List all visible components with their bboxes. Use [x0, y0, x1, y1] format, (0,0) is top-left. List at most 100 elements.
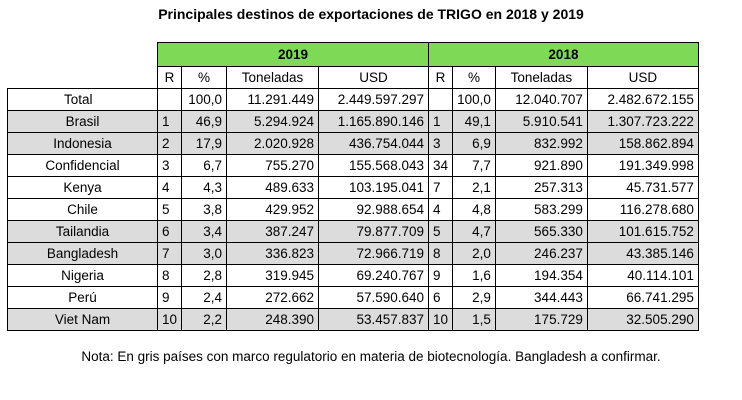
usd-2018: 116.278.680 [586, 198, 699, 221]
rank-2019: 5 [156, 198, 183, 221]
rank-2019: 6 [156, 220, 183, 243]
rank-2018: 6 [428, 286, 454, 309]
tons-2018: 246.237 [494, 242, 588, 265]
rank-2018: 8 [428, 242, 454, 265]
table-row: Tailandia 6 3,4 387.247 79.877.709 5 4,7 565.33… [7, 220, 699, 243]
empty-corner [8, 43, 158, 67]
tons-2019: 2.020.928 [226, 132, 320, 155]
total-tons-2019: 11.291.449 [226, 88, 320, 111]
usd-2019: 72.966.719 [318, 242, 430, 265]
total-row: Total 100,0 11.291.449 2.449.597.297 100… [7, 88, 699, 111]
page-title: Principales destinos de exportaciones de… [158, 6, 584, 22]
table-row: Perú 9 2,4 272.662 57.590.640 6 2,9 344.443 66.7… [7, 286, 699, 309]
pct-2018: 1,5 [452, 308, 496, 331]
country-name: Confidencial [7, 154, 158, 177]
pct-2018: 2,0 [452, 242, 496, 265]
tons-2018: 5.910.541 [494, 110, 588, 133]
col-header-pct-2019: % [181, 66, 228, 89]
exports-table: 2019 2018 R % Toneladas USD R % Tonelada… [7, 42, 699, 331]
tons-2018: 583.299 [494, 198, 588, 221]
col-header-pct-2018: % [452, 66, 496, 89]
tons-2019: 5.294.924 [226, 110, 320, 133]
usd-2019: 79.877.709 [318, 220, 430, 243]
col-header-rank-2018: R [428, 66, 454, 89]
table-row: Chile 5 3,8 429.952 92.988.654 4 4,8 583.299 116… [7, 198, 699, 221]
tons-2018: 194.354 [494, 264, 588, 287]
col-header-rank-2019: R [156, 66, 183, 89]
country-name: Kenya [7, 176, 158, 199]
country-name: Perú [7, 286, 158, 309]
rank-2019: 9 [156, 286, 183, 309]
rank-2018: 5 [428, 220, 454, 243]
table-row: Indonesia 2 17,9 2.020.928 436.754.044 3 6,9 83… [7, 132, 699, 155]
pct-2019: 46,9 [181, 110, 228, 133]
usd-2019: 1.165.890.146 [318, 110, 430, 133]
pct-2018: 2,9 [452, 286, 496, 309]
rank-2018: 34 [428, 154, 454, 177]
col-header-usd-2019: USD [318, 66, 430, 89]
table-row: Viet Nam 10 2,2 248.390 53.457.837 10 1,5 175.7… [7, 308, 699, 331]
total-usd-2018: 2.482.672.155 [586, 88, 699, 111]
pct-2018: 7,7 [452, 154, 496, 177]
total-label: Total [7, 88, 158, 111]
usd-2019: 92.988.654 [318, 198, 430, 221]
rank-2018: 7 [428, 176, 454, 199]
pct-2019: 3,8 [181, 198, 228, 221]
pct-2019: 2,8 [181, 264, 228, 287]
rank-2018: 10 [428, 308, 454, 331]
usd-2019: 103.195.041 [318, 176, 430, 199]
pct-2019: 6,7 [181, 154, 228, 177]
table-row: Confidencial 3 6,7 755.270 155.568.043 34 7,7 9… [7, 154, 699, 177]
total-rank-2018 [428, 88, 454, 111]
tons-2018: 257.313 [494, 176, 588, 199]
tons-2018: 832.992 [494, 132, 588, 155]
year-2018-header: 2018 [428, 42, 699, 67]
country-name: Indonesia [7, 132, 158, 155]
usd-2018: 43.385.146 [586, 242, 699, 265]
usd-2018: 191.349.998 [586, 154, 699, 177]
usd-2018: 32.505.290 [586, 308, 699, 331]
tons-2019: 319.945 [226, 264, 320, 287]
rank-2019: 3 [156, 154, 183, 177]
tons-2019: 336.823 [226, 242, 320, 265]
usd-2019: 53.457.837 [318, 308, 430, 331]
pct-2018: 2,1 [452, 176, 496, 199]
tons-2019: 272.662 [226, 286, 320, 309]
table-row: Bangladesh 7 3,0 336.823 72.966.719 8 2,0 246.2… [7, 242, 699, 265]
usd-2019: 57.590.640 [318, 286, 430, 309]
total-rank-2019 [156, 88, 183, 111]
total-tons-2018: 12.040.707 [494, 88, 588, 111]
total-pct-2018: 100,0 [452, 88, 496, 111]
tons-2018: 344.443 [494, 286, 588, 309]
usd-2019: 69.240.767 [318, 264, 430, 287]
tons-2018: 921.890 [494, 154, 588, 177]
country-name: Chile [7, 198, 158, 221]
usd-2018: 158.862.894 [586, 132, 699, 155]
pct-2019: 3,0 [181, 242, 228, 265]
pct-2019: 4,3 [181, 176, 228, 199]
usd-2018: 66.741.295 [586, 286, 699, 309]
pct-2018: 1,6 [452, 264, 496, 287]
country-name: Brasil [7, 110, 158, 133]
rank-2018: 9 [428, 264, 454, 287]
rank-2019: 2 [156, 132, 183, 155]
col-header-usd-2018: USD [586, 66, 699, 89]
tons-2019: 755.270 [226, 154, 320, 177]
country-name: Nigeria [7, 264, 158, 287]
tons-2018: 565.330 [494, 220, 588, 243]
pct-2019: 17,9 [181, 132, 228, 155]
rank-2018: 3 [428, 132, 454, 155]
total-pct-2019: 100,0 [181, 88, 228, 111]
usd-2018: 45.731.577 [586, 176, 699, 199]
usd-2018: 101.615.752 [586, 220, 699, 243]
pct-2019: 2,4 [181, 286, 228, 309]
col-header-tons-2018: Toneladas [494, 66, 588, 89]
table-row: Kenya 4 4,3 489.633 103.195.041 7 2,1 257.313 45… [7, 176, 699, 199]
usd-2018: 40.114.101 [586, 264, 699, 287]
usd-2019: 155.568.043 [318, 154, 430, 177]
pct-2018: 4,7 [452, 220, 496, 243]
rank-2019: 1 [156, 110, 183, 133]
pct-2019: 3,4 [181, 220, 228, 243]
table-row: Brasil 1 46,9 5.294.924 1.165.890.146 1 49,1 5.… [7, 110, 699, 133]
tons-2019: 387.247 [226, 220, 320, 243]
